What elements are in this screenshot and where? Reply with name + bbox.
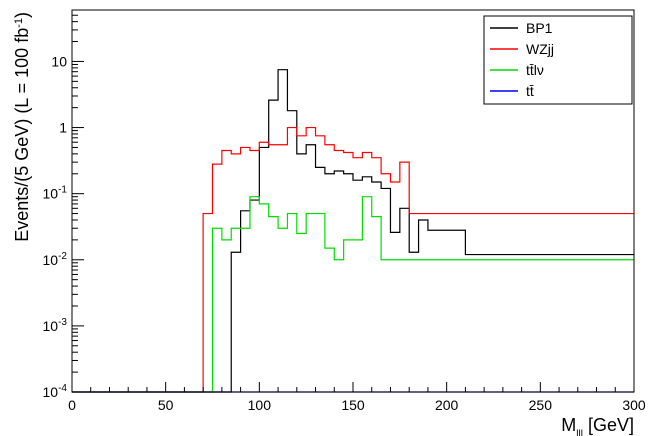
x-axis-title-sub: lll [576, 429, 583, 436]
y-tick-label-base: 10 [43, 252, 59, 268]
y-tick-label-exp: -2 [58, 251, 67, 262]
x-tick-label: 0 [68, 397, 76, 413]
y-tick-label-base: 1 [59, 120, 67, 136]
y-tick-label-exp: -1 [58, 185, 67, 196]
y-tick-label-base: 10 [51, 53, 67, 69]
x-tick-label: 300 [622, 397, 646, 413]
x-axis-title-main: M [561, 415, 576, 435]
x-tick-label: 150 [341, 397, 365, 413]
y-axis-title-post: ) [12, 12, 32, 18]
y-tick-label-base: 10 [43, 186, 59, 202]
legend-box [483, 15, 633, 105]
x-tick-label: 100 [248, 397, 272, 413]
y-tick-label: 10-1 [43, 185, 68, 202]
y-tick-label-base: 10 [43, 384, 59, 400]
x-tick-label: 50 [158, 397, 174, 413]
y-axis-title: Events/(5 GeV) (L = 100 fb-1) [12, 12, 32, 242]
x-tick-label: 200 [435, 397, 459, 413]
legend-label: tt̄lν [526, 62, 544, 78]
x-tick-label: 250 [529, 397, 553, 413]
y-tick-label-exp: -4 [58, 383, 67, 394]
y-tick-label: 10-2 [43, 251, 68, 268]
x-axis-title: Mlll [GeV] [561, 415, 634, 436]
y-tick-label: 1 [59, 120, 67, 136]
x-axis-title-unit: [GeV] [583, 415, 634, 435]
legend-label: BP1 [526, 20, 553, 36]
legend: BP1 WZjj tt̄lν tt̄ [483, 15, 633, 105]
y-tick-label-base: 10 [43, 318, 59, 334]
y-tick-label: 10-3 [43, 317, 68, 334]
y-axis-title-sup: -1 [13, 18, 25, 28]
legend-label: tt̄ [526, 83, 534, 99]
y-tick-label: 10 [51, 53, 67, 69]
y-tick-label: 10-4 [43, 383, 68, 400]
y-tick-label-exp: -3 [58, 317, 67, 328]
y-axis-title-pre: Events/(5 GeV) (L = 100 fb [12, 28, 32, 242]
legend-label: WZjj [526, 41, 554, 57]
